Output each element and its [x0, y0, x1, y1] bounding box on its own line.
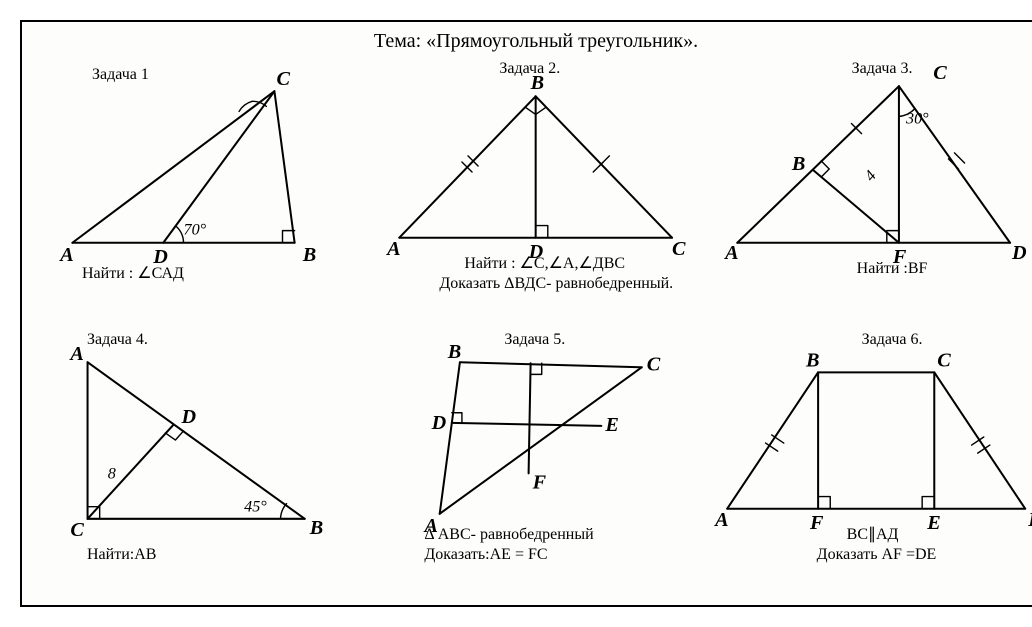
svg-text:A: A: [723, 242, 738, 264]
problem-4: Задача 4. A C B: [32, 330, 365, 597]
side-value: 4: [861, 168, 879, 185]
svg-text:B: B: [791, 153, 805, 175]
svg-text:A: A: [713, 508, 728, 530]
prove-text: Доказать:АЕ = FC: [424, 545, 547, 565]
problem-2: Задача 2. A C: [369, 59, 702, 326]
figure-3: A D C B F 30° 4: [707, 59, 1032, 326]
given-text: ВС∥АД: [847, 525, 899, 545]
svg-text:E: E: [605, 413, 619, 435]
svg-text:A: A: [68, 343, 83, 365]
svg-text:F: F: [532, 471, 547, 493]
angle-value: 45°: [244, 498, 267, 515]
svg-text:C: C: [70, 518, 84, 540]
prove-text: Доказать ΔВДС- равнобедренный.: [439, 274, 673, 294]
svg-text:B: B: [309, 516, 323, 538]
figure-4: A C B D 8 45°: [32, 330, 365, 597]
given-text: Δ АВС- равнобедренный: [424, 525, 593, 545]
svg-text:D: D: [180, 405, 196, 427]
svg-text:D: D: [431, 411, 447, 433]
svg-text:D: D: [1027, 508, 1032, 530]
angle-value: 70°: [184, 222, 207, 239]
svg-text:B: B: [805, 349, 819, 371]
find-text: Найти : ∠САД: [82, 264, 184, 284]
angle-value: 30°: [905, 111, 929, 128]
svg-text:F: F: [809, 511, 824, 533]
problem-3: Задача 3.: [707, 59, 1032, 326]
svg-text:B: B: [302, 244, 316, 266]
svg-text:A: A: [58, 244, 73, 266]
find-text: Найти:АВ: [87, 545, 156, 565]
problem-1: Задача 1: [32, 59, 365, 326]
svg-text:A: A: [386, 238, 401, 260]
svg-text:E: E: [926, 511, 940, 533]
prove-text: Доказать AF =DE: [817, 545, 937, 565]
svg-text:D: D: [1011, 242, 1027, 264]
svg-text:C: C: [276, 68, 290, 90]
svg-text:C: C: [672, 238, 686, 260]
problem-6: Задача 6.: [707, 330, 1032, 597]
page-title: Тема: «Прямоугольный треугольник».: [32, 30, 1032, 53]
find-text: Найти : ∠С,∠А,∠ДВС: [464, 254, 625, 274]
worksheet: Тема: «Прямоугольный треугольник». Задач…: [20, 20, 1032, 607]
svg-text:B: B: [530, 72, 544, 94]
svg-text:C: C: [937, 349, 951, 371]
figure-1: A B C D 70°: [32, 59, 365, 326]
problems-grid: Задача 1: [32, 59, 1032, 596]
side-value: 8: [108, 465, 116, 482]
svg-text:C: C: [933, 62, 947, 84]
find-text: Найти :BF: [857, 259, 928, 279]
problem-5: Задача 5. A B C: [369, 330, 702, 597]
svg-text:C: C: [647, 353, 661, 375]
svg-text:B: B: [447, 341, 461, 363]
